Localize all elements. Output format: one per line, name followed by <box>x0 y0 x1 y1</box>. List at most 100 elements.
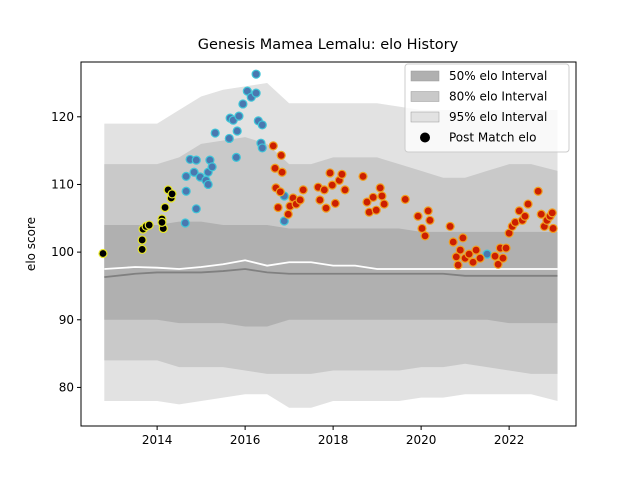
data-point <box>400 194 410 204</box>
data-point <box>325 168 335 178</box>
data-point <box>514 206 524 216</box>
data-point <box>327 180 337 190</box>
data-point <box>368 192 378 202</box>
data-point <box>231 152 241 162</box>
data-point <box>340 185 350 195</box>
data-point <box>191 155 201 165</box>
legend-label: 50% elo Interval <box>449 69 547 83</box>
x-tick-label: 2016 <box>230 433 261 447</box>
data-point <box>257 143 267 153</box>
data-point <box>238 99 248 109</box>
data-point <box>475 253 485 263</box>
data-point <box>181 171 191 181</box>
data-point <box>276 150 286 160</box>
data-point <box>423 206 433 216</box>
data-point <box>275 187 285 197</box>
data-point <box>98 248 108 259</box>
axes-frame <box>80 61 577 427</box>
x-tick-label: 2020 <box>406 433 437 447</box>
data-point <box>464 249 474 259</box>
data-point <box>468 257 478 267</box>
data-point <box>448 237 458 247</box>
data-point <box>520 211 530 221</box>
x-tick-label: 2022 <box>494 433 525 447</box>
data-point <box>251 88 261 98</box>
legend-swatch <box>410 70 440 82</box>
x-tick-label: 2018 <box>318 433 349 447</box>
data-point <box>471 245 481 255</box>
legend-box <box>404 63 570 153</box>
y-tick-label: 110 <box>51 177 74 191</box>
data-point <box>337 169 347 179</box>
data-point <box>319 185 329 195</box>
data-point <box>330 198 340 209</box>
y-tick-label: 90 <box>59 313 74 327</box>
data-point <box>298 185 308 195</box>
legend-label: 80% elo Interval <box>449 90 547 104</box>
data-point <box>273 202 283 213</box>
data-point <box>523 199 533 209</box>
data-point <box>270 163 280 173</box>
data-point <box>167 189 177 199</box>
data-point <box>375 183 385 193</box>
data-point <box>425 215 435 225</box>
data-point <box>455 245 465 255</box>
data-point <box>180 218 190 228</box>
y-tick-label: 80 <box>59 380 74 394</box>
data-point <box>417 223 427 234</box>
legend-label: Post Match elo <box>449 131 536 145</box>
legend-swatch <box>410 111 440 123</box>
data-point <box>358 171 368 181</box>
data-point <box>377 191 387 201</box>
data-point <box>295 195 305 205</box>
chart-title: Genesis Mamea Lemalu: elo History <box>198 37 459 53</box>
data-point <box>548 223 558 234</box>
data-point <box>137 244 147 255</box>
y-tick-label: 100 <box>51 245 74 259</box>
data-point <box>277 167 287 177</box>
data-point <box>234 111 244 121</box>
data-point <box>379 199 389 209</box>
y-axis-label: elo score <box>24 217 38 271</box>
data-point <box>536 209 546 219</box>
data-point <box>420 231 430 241</box>
trend-line <box>104 259 558 270</box>
data-point <box>279 216 289 226</box>
data-point <box>137 235 147 245</box>
data-point <box>413 211 423 221</box>
data-point <box>251 69 261 79</box>
trend-line <box>104 268 558 279</box>
data-point <box>283 209 293 219</box>
data-point <box>157 217 167 227</box>
data-point <box>498 253 508 263</box>
data-point <box>533 186 543 196</box>
data-point <box>445 221 455 232</box>
data-point <box>210 128 220 138</box>
data-point <box>181 186 191 196</box>
legend-marker <box>420 132 430 143</box>
x-tick-label: 2014 <box>142 433 173 447</box>
data-point <box>371 205 381 215</box>
data-point <box>362 197 372 207</box>
data-point <box>493 259 503 269</box>
data-point <box>501 243 511 253</box>
legend-swatch <box>410 91 440 102</box>
data-point <box>453 260 463 270</box>
legend-label: 95% elo Interval <box>449 110 547 124</box>
y-tick-label: 120 <box>51 110 74 124</box>
data-point <box>315 195 325 205</box>
data-point <box>207 162 217 172</box>
data-point <box>458 233 468 243</box>
data-point <box>144 220 154 230</box>
data-point <box>321 203 331 213</box>
data-point <box>268 141 278 151</box>
data-point <box>160 202 170 213</box>
data-point <box>547 208 557 218</box>
data-point <box>189 167 199 177</box>
data-point <box>224 133 234 144</box>
data-point <box>257 120 267 130</box>
data-point <box>191 204 201 214</box>
data-point <box>490 251 500 261</box>
data-point <box>232 126 242 136</box>
